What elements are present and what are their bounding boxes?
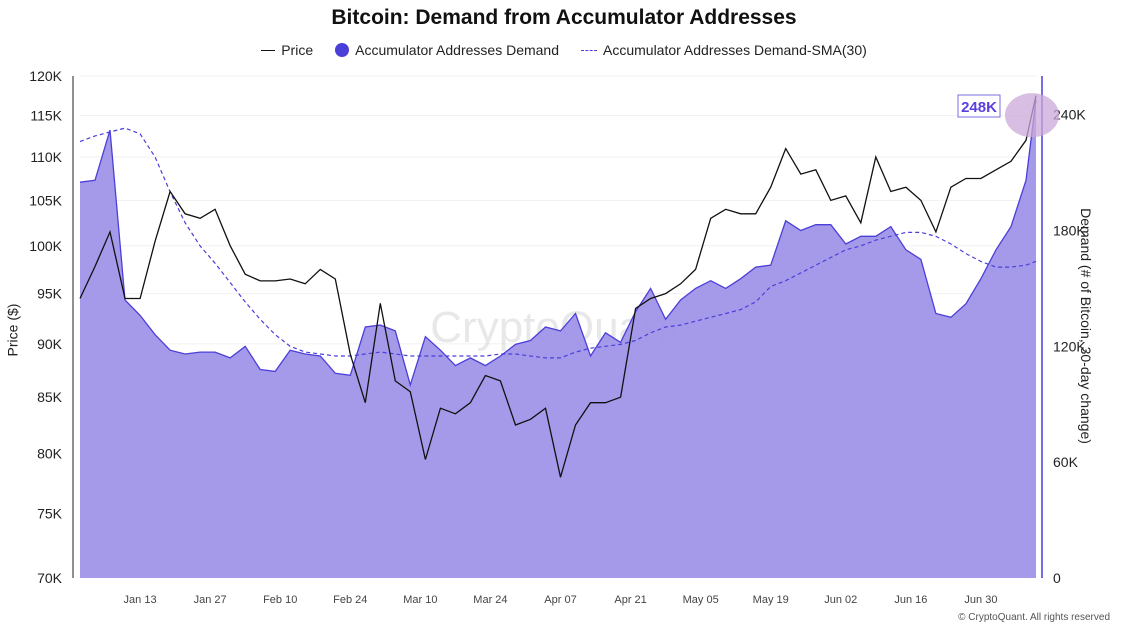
price-line [79, 95, 1037, 478]
x-tick-label: Feb 10 [263, 594, 297, 606]
x-tick-label: Feb 24 [333, 594, 367, 606]
legend-label: Accumulator Addresses Demand-SMA(30) [603, 42, 867, 58]
x-tick-label: Apr 21 [614, 594, 646, 606]
y-left-tick-label: 90K [37, 336, 63, 352]
x-tick-label: Apr 07 [544, 594, 576, 606]
y-right-tick-label: 0 [1053, 570, 1061, 586]
x-tick-label: Jan 13 [124, 594, 157, 606]
y-right-tick-label: 240K [1053, 107, 1086, 123]
y-left-tick-label: 80K [37, 446, 63, 462]
legend: Price Accumulator Addresses Demand Accum… [0, 42, 1128, 58]
x-tick-label: Jan 27 [194, 594, 227, 606]
legend-item-price[interactable]: Price [261, 42, 313, 58]
annotation-label: 248K [961, 99, 997, 116]
x-tick-label: Jun 30 [964, 594, 997, 606]
y-left-tick-label: 100K [29, 238, 62, 254]
y-left-tick-label: 120K [29, 68, 62, 84]
y-right-tick-label: 120K [1053, 338, 1086, 354]
y-left-tick-label: 110K [30, 149, 62, 165]
legend-item-demand[interactable]: Accumulator Addresses Demand [335, 42, 559, 58]
x-tick-label: May 05 [683, 594, 719, 606]
x-tick-label: May 19 [753, 594, 789, 606]
dashed-swatch-icon [581, 49, 597, 51]
legend-item-sma[interactable]: Accumulator Addresses Demand-SMA(30) [581, 42, 867, 58]
x-tick-label: Jun 02 [824, 594, 857, 606]
line-swatch-icon [261, 49, 276, 51]
legend-label: Price [281, 42, 314, 58]
dot-swatch-icon [335, 43, 350, 57]
y-left-tick-label: 105K [29, 192, 62, 208]
highlight-circle [1005, 93, 1059, 138]
y-right-tick-label: 60K [1053, 454, 1079, 470]
legend-label: Accumulator Addresses Demand [355, 42, 559, 58]
copyright: © CryptoQuant. All rights reserved [958, 612, 1110, 623]
y-left-tick-label: 70K [37, 570, 63, 586]
x-tick-label: Mar 10 [403, 594, 437, 606]
y-left-tick-label: 95K [37, 286, 63, 302]
y-left-tick-label: 75K [37, 506, 63, 522]
y-right-tick-label: 180K [1053, 222, 1086, 238]
annotation-box [957, 94, 1001, 118]
y-left-tick-label: 115K [30, 108, 62, 124]
chart-title: Bitcoin: Demand from Accumulator Address… [331, 6, 797, 29]
x-tick-label: Jun 16 [894, 594, 927, 606]
demand-sma-line [79, 127, 1037, 359]
y-left-tick-label: 85K [37, 389, 63, 405]
x-tick-label: Mar 24 [473, 594, 507, 606]
demand-area [80, 99, 1036, 578]
demand-line [79, 99, 1037, 388]
